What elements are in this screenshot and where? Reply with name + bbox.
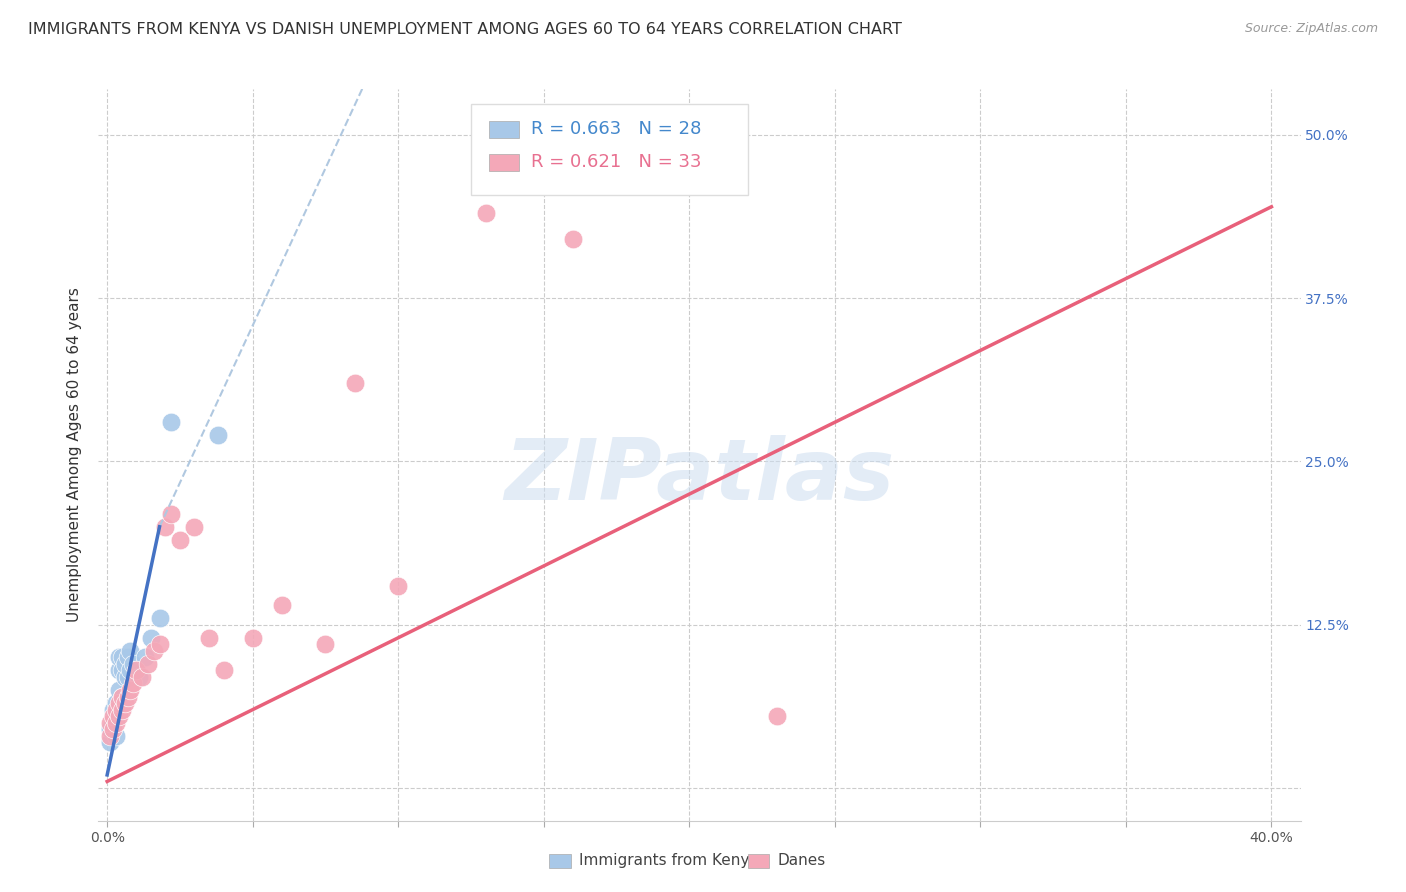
Point bbox=[139, 631, 162, 645]
Point bbox=[101, 709, 124, 723]
Point bbox=[120, 683, 142, 698]
Text: IMMIGRANTS FROM KENYA VS DANISH UNEMPLOYMENT AMONG AGES 60 TO 64 YEARS CORRELATI: IMMIGRANTS FROM KENYA VS DANISH UNEMPLOY… bbox=[28, 22, 903, 37]
Point bbox=[107, 650, 129, 665]
Point bbox=[111, 664, 134, 678]
Point bbox=[104, 703, 127, 717]
Point bbox=[101, 715, 124, 730]
Point bbox=[198, 631, 221, 645]
Point bbox=[128, 670, 150, 684]
Point bbox=[107, 709, 129, 723]
FancyBboxPatch shape bbox=[550, 854, 571, 868]
Point bbox=[387, 578, 409, 592]
Point bbox=[148, 611, 170, 625]
Point bbox=[107, 696, 129, 710]
Point bbox=[125, 664, 148, 678]
Point bbox=[101, 709, 124, 723]
Point bbox=[117, 670, 139, 684]
Point bbox=[111, 650, 134, 665]
Point bbox=[765, 709, 787, 723]
Point bbox=[155, 520, 177, 534]
Point bbox=[111, 690, 134, 704]
Point bbox=[134, 650, 156, 665]
Point bbox=[114, 657, 136, 671]
Point bbox=[107, 683, 129, 698]
Text: Immigrants from Kenya: Immigrants from Kenya bbox=[579, 853, 759, 868]
Text: Danes: Danes bbox=[778, 853, 825, 868]
Point bbox=[212, 664, 235, 678]
FancyBboxPatch shape bbox=[489, 153, 519, 171]
Point bbox=[98, 735, 121, 749]
Y-axis label: Unemployment Among Ages 60 to 64 years: Unemployment Among Ages 60 to 64 years bbox=[67, 287, 83, 623]
Point bbox=[98, 729, 121, 743]
Text: R = 0.663   N = 28: R = 0.663 N = 28 bbox=[531, 120, 702, 138]
Point bbox=[474, 206, 496, 220]
Point bbox=[242, 631, 264, 645]
Point bbox=[131, 670, 153, 684]
Point bbox=[122, 676, 145, 690]
Point bbox=[122, 657, 145, 671]
Point bbox=[561, 232, 583, 246]
Point bbox=[98, 715, 121, 730]
Point bbox=[98, 723, 121, 737]
Point bbox=[160, 507, 183, 521]
Point bbox=[183, 520, 205, 534]
Point bbox=[101, 703, 124, 717]
Point bbox=[104, 715, 127, 730]
Point bbox=[125, 664, 148, 678]
Point bbox=[104, 729, 127, 743]
Point bbox=[114, 670, 136, 684]
Text: R = 0.621   N = 33: R = 0.621 N = 33 bbox=[531, 153, 702, 171]
Text: Source: ZipAtlas.com: Source: ZipAtlas.com bbox=[1244, 22, 1378, 36]
FancyBboxPatch shape bbox=[748, 854, 769, 868]
Point bbox=[104, 696, 127, 710]
Point bbox=[136, 657, 159, 671]
Point bbox=[114, 696, 136, 710]
Point bbox=[207, 428, 229, 442]
Point bbox=[343, 376, 366, 390]
Point bbox=[142, 644, 165, 658]
Point bbox=[117, 650, 139, 665]
Point bbox=[117, 690, 139, 704]
Point bbox=[270, 598, 292, 612]
Point bbox=[169, 533, 191, 547]
Point bbox=[111, 703, 134, 717]
FancyBboxPatch shape bbox=[471, 103, 748, 195]
Point bbox=[160, 415, 183, 429]
Point bbox=[101, 723, 124, 737]
Point bbox=[107, 664, 129, 678]
Point bbox=[148, 637, 170, 651]
Point bbox=[120, 644, 142, 658]
Point bbox=[120, 664, 142, 678]
Point bbox=[104, 709, 127, 723]
Point bbox=[314, 637, 336, 651]
FancyBboxPatch shape bbox=[489, 120, 519, 138]
Text: ZIPatlas: ZIPatlas bbox=[505, 435, 894, 518]
Point bbox=[111, 690, 134, 704]
